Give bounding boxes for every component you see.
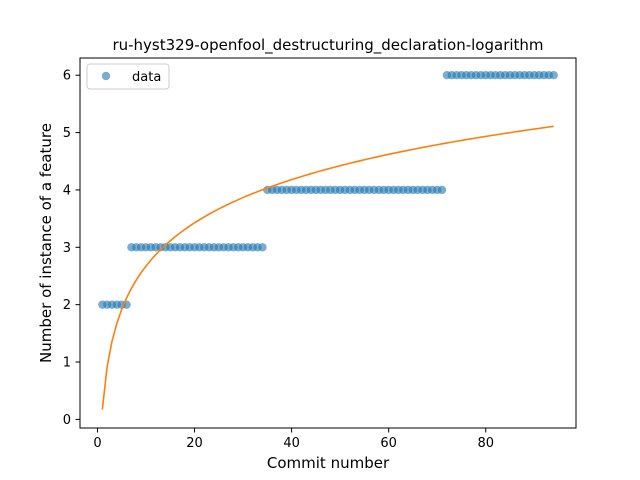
y-axis-label: Number of instance of a feature [37,123,55,363]
y-tick-label: 5 [63,126,71,141]
x-tick-label: 20 [186,436,203,451]
plot-area [80,58,576,428]
data-point [437,185,447,195]
y-tick-label: 2 [63,298,71,313]
marks-layer [98,71,558,309]
data-point [549,71,558,80]
axes-layer: 0 20 40 60 80 0 1 2 3 4 5 6 [63,57,577,451]
fit-line [101,125,554,410]
y-tick-label: 1 [63,356,71,371]
x-tick-label: 80 [477,436,494,451]
y-tick-label: 0 [63,413,71,428]
x-tick-label: 0 [93,436,101,451]
x-tick-label: 60 [380,436,397,451]
legend: data [86,63,170,90]
plot-frame [79,57,577,429]
chart-title: ru-hyst329-openfool_destructuring_declar… [112,36,543,55]
legend-box [86,63,170,90]
x-tick-label: 40 [283,436,300,451]
y-tick-label: 4 [63,183,71,198]
fit-line-layer [101,125,554,410]
data-point [258,243,267,252]
x-axis-label: Commit number [267,454,390,472]
y-tick-label: 6 [63,69,71,84]
y-tick-label: 3 [63,241,71,256]
legend-marker [101,71,111,81]
legend-label: data [132,70,161,85]
